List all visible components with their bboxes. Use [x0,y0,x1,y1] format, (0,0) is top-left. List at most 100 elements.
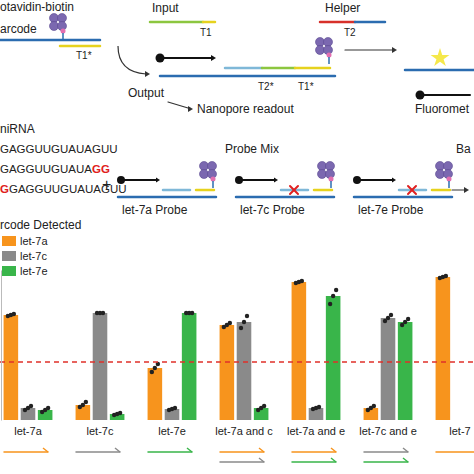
label: let-7c Probe [240,203,305,217]
strand [150,21,203,24]
strand-arrow [220,451,264,453]
replicate-dot [239,326,243,330]
plot-area [0,274,474,420]
linker [62,33,64,40]
strand [354,196,452,199]
subunit [50,14,59,23]
strand [239,179,274,181]
streptavidin-glyph [50,14,67,41]
linker [330,181,332,188]
strand-arrow [4,451,48,453]
subunit [50,22,59,31]
strand [432,189,450,192]
label: Output [128,86,165,100]
x-tick: let-7c [87,424,114,437]
arrow-head [211,55,216,61]
x-tick: let-7 [449,424,470,437]
strand [405,69,474,72]
y-axis-line [1,271,2,421]
strand [60,45,100,48]
replicate-dot [12,312,16,316]
replicate-dot [150,370,154,374]
linker [448,181,450,188]
replicate-dot [406,317,410,321]
bar [93,313,108,420]
label: Fluoromet [415,102,470,116]
strand [118,196,216,199]
strand [203,21,215,24]
replicate-dot [328,302,332,306]
strand [236,196,334,199]
strand [196,189,214,192]
label: T2 [344,27,356,38]
sequence-part: GAGGUUGUAUAGUU [0,143,118,155]
sequence-part: GG [92,163,110,175]
y-axis [1,271,2,421]
strand [225,67,262,70]
subunit [436,170,445,179]
label: Nanopore readout [197,102,294,116]
strand [295,67,330,70]
bar [381,318,396,420]
strand-arrow [76,451,120,453]
x-tick-label: let-7e [158,425,186,437]
strand-arrow [292,461,336,463]
legend-label: let-7a [20,235,48,247]
label: let-7a Probe [122,203,188,217]
x-tick: let-7a [14,424,42,437]
subunit [316,46,325,55]
replicate-dot [242,320,246,324]
arrow-head [392,47,397,53]
threshold-line [0,361,474,363]
biotin [211,177,216,182]
strand-arrow [220,461,264,463]
subunit [324,38,333,47]
subunit [318,162,327,171]
strand-arrow-head [115,448,120,452]
legend-swatch [2,251,16,261]
label: Input [152,1,179,15]
label: + [102,176,111,193]
arrow [118,46,146,74]
x-tick-label: let-7 [449,425,470,437]
replicate-dot [101,311,105,315]
arrow-head [188,106,193,112]
subunit [200,162,209,171]
x-tick-label: let-7c and e [359,425,416,437]
legend-label: let-7c [20,250,47,262]
bar [237,322,252,420]
arrow [345,49,392,50]
biotin [61,29,66,34]
fluorophore [431,48,450,66]
x-tick: let-7e [158,424,186,437]
bar [292,282,307,420]
label: arcode [0,22,37,36]
x-tick-label: let-7a [14,425,42,437]
subunit [200,170,209,179]
biotin [329,177,334,182]
replicate-dot [444,274,448,278]
strand-arrow-head [403,448,408,452]
bar [148,368,163,420]
strand-arrow-head [187,448,192,452]
label: T1* [298,81,314,92]
label: let-7e Probe [358,203,424,217]
strand-arrow [436,451,474,453]
x-axis: let-7alet-7clet-7elet-7a and clet-7a and… [14,424,470,437]
legend-swatch [2,266,16,276]
linker [212,181,214,188]
label: Probe Mix [225,142,279,156]
strand-arrow-head [403,458,408,462]
mismatch-mark [408,186,416,194]
label: Ba [456,142,471,156]
subunit [316,38,325,47]
bar [4,315,19,420]
biotin [447,177,452,182]
sequence: GAGGUUGUAUAGG [0,163,110,175]
subunit [436,162,445,171]
strand [320,21,355,24]
replicate-dot [389,313,393,317]
legend-swatch [2,236,16,246]
strand [163,189,190,192]
x-tick-label: let-7c [87,425,114,437]
